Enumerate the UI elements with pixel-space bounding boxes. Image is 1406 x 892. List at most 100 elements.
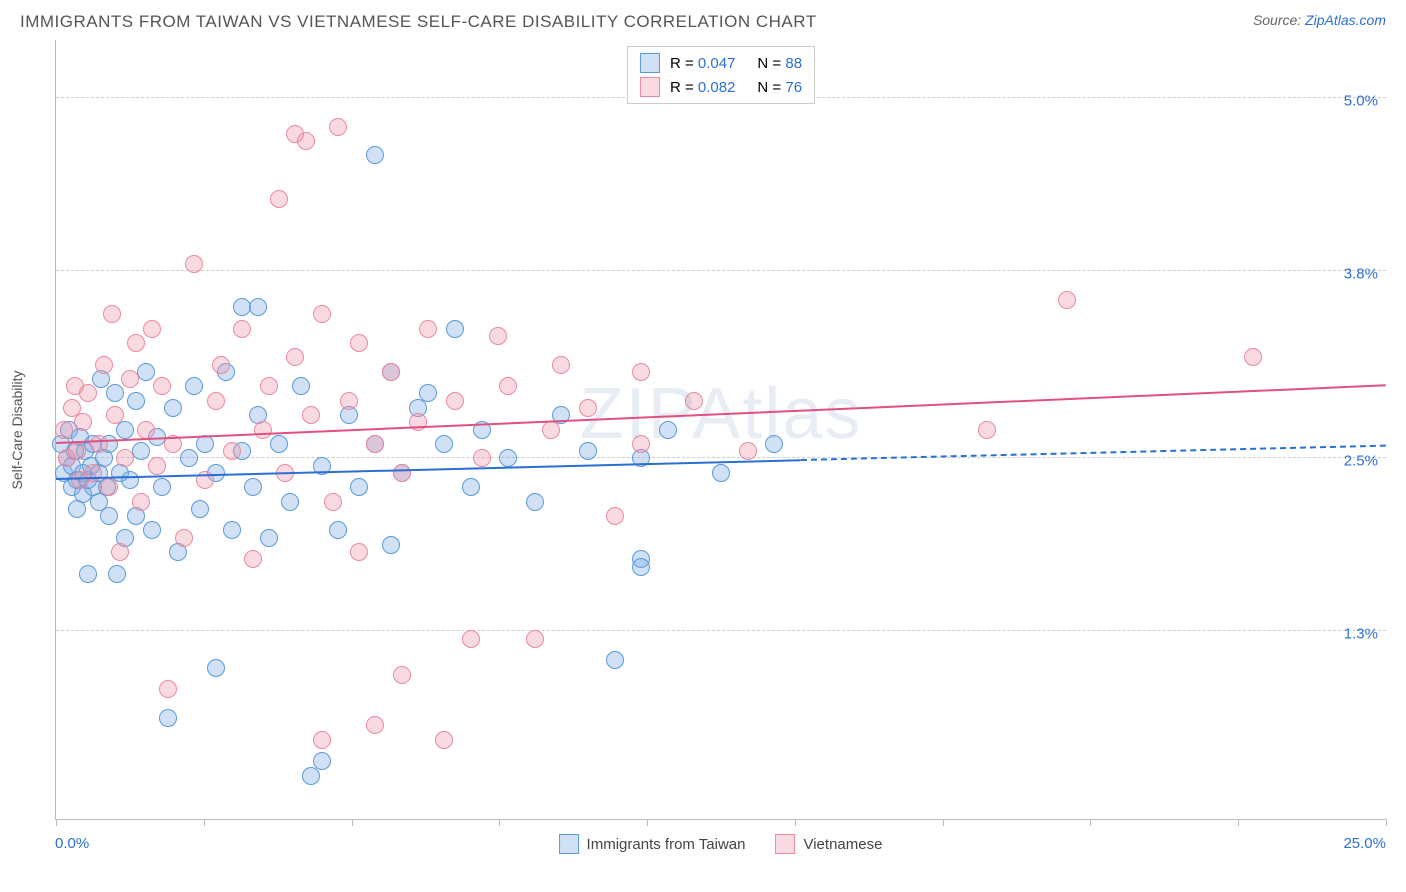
data-point	[446, 392, 464, 410]
x-axis-end-label: 25.0%	[1343, 835, 1386, 852]
n-label: N = 88	[757, 55, 802, 72]
data-point	[366, 716, 384, 734]
data-point	[108, 565, 126, 583]
data-point	[132, 493, 150, 511]
source-prefix: Source:	[1253, 12, 1305, 28]
data-point	[100, 478, 118, 496]
data-point	[153, 377, 171, 395]
legend-stat-row: R = 0.082N = 76	[640, 75, 802, 99]
x-tick	[204, 819, 205, 826]
data-point	[489, 327, 507, 345]
data-point	[111, 543, 129, 561]
data-point	[103, 305, 121, 323]
x-tick	[499, 819, 500, 826]
data-point	[191, 500, 209, 518]
x-tick	[647, 819, 648, 826]
data-point	[302, 406, 320, 424]
legend-item: Immigrants from Taiwan	[559, 834, 746, 854]
data-point	[270, 435, 288, 453]
data-point	[121, 471, 139, 489]
data-point	[462, 478, 480, 496]
data-point	[712, 464, 730, 482]
data-point	[462, 630, 480, 648]
data-point	[159, 680, 177, 698]
data-point	[542, 421, 560, 439]
plot-area: ZIPAtlas R = 0.047N = 88R = 0.082N = 76 …	[55, 40, 1386, 820]
data-point	[249, 298, 267, 316]
data-point	[153, 478, 171, 496]
data-point	[116, 449, 134, 467]
data-point	[100, 507, 118, 525]
data-point	[393, 464, 411, 482]
data-point	[207, 659, 225, 677]
x-tick	[1238, 819, 1239, 826]
data-point	[685, 392, 703, 410]
data-point	[223, 521, 241, 539]
data-point	[1058, 291, 1076, 309]
x-tick	[352, 819, 353, 826]
data-point	[121, 370, 139, 388]
data-point	[978, 421, 996, 439]
chart-container: Self-Care Disability ZIPAtlas R = 0.047N…	[55, 40, 1386, 820]
data-point	[329, 118, 347, 136]
data-point	[765, 435, 783, 453]
data-point	[90, 435, 108, 453]
data-point	[366, 435, 384, 453]
y-tick-label: 3.8%	[1344, 265, 1378, 282]
data-point	[223, 442, 241, 460]
chart-title: IMMIGRANTS FROM TAIWAN VS VIETNAMESE SEL…	[20, 12, 817, 32]
data-point	[106, 406, 124, 424]
data-point	[350, 334, 368, 352]
data-point	[382, 363, 400, 381]
legend-item: Vietnamese	[775, 834, 882, 854]
data-point	[499, 377, 517, 395]
data-point	[148, 457, 166, 475]
data-point	[281, 493, 299, 511]
data-point	[143, 521, 161, 539]
data-point	[606, 651, 624, 669]
legend-swatch	[775, 834, 795, 854]
data-point	[435, 731, 453, 749]
legend-swatch	[640, 77, 660, 97]
data-point	[739, 442, 757, 460]
data-point	[579, 442, 597, 460]
data-point	[175, 529, 193, 547]
data-point	[526, 493, 544, 511]
trend-line	[801, 445, 1386, 461]
x-tick	[1090, 819, 1091, 826]
data-point	[297, 132, 315, 150]
data-point	[419, 320, 437, 338]
legend-label: Immigrants from Taiwan	[587, 836, 746, 853]
y-tick-label: 1.3%	[1344, 626, 1378, 643]
data-point	[106, 384, 124, 402]
data-point	[632, 363, 650, 381]
data-point	[185, 255, 203, 273]
legend-swatch	[559, 834, 579, 854]
header: IMMIGRANTS FROM TAIWAN VS VIETNAMESE SEL…	[0, 0, 1406, 40]
data-point	[159, 709, 177, 727]
data-point	[313, 731, 331, 749]
source-link[interactable]: ZipAtlas.com	[1305, 12, 1386, 28]
data-point	[446, 320, 464, 338]
source-attribution: Source: ZipAtlas.com	[1253, 12, 1386, 28]
data-point	[143, 320, 161, 338]
data-point	[313, 752, 331, 770]
data-point	[382, 536, 400, 554]
data-point	[606, 507, 624, 525]
y-tick-label: 5.0%	[1344, 92, 1378, 109]
data-point	[233, 320, 251, 338]
data-point	[127, 334, 145, 352]
gridline	[56, 457, 1386, 458]
data-point	[79, 565, 97, 583]
gridline	[56, 270, 1386, 271]
data-point	[212, 356, 230, 374]
legend-series: Immigrants from Taiwan Vietnamese	[559, 834, 883, 854]
data-point	[350, 478, 368, 496]
data-point	[95, 356, 113, 374]
data-point	[116, 421, 134, 439]
data-point	[207, 392, 225, 410]
data-point	[340, 392, 358, 410]
data-point	[286, 348, 304, 366]
data-point	[137, 421, 155, 439]
data-point	[632, 435, 650, 453]
